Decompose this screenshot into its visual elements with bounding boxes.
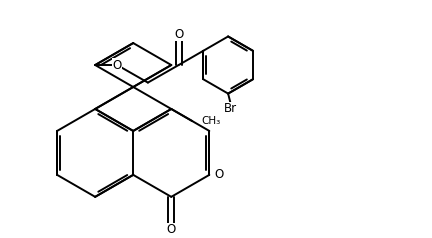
Text: Br: Br [224,103,237,115]
Text: O: O [112,59,122,72]
Text: CH₃: CH₃ [201,116,220,126]
Text: O: O [215,168,224,181]
Text: O: O [174,28,183,41]
Text: O: O [167,223,176,236]
